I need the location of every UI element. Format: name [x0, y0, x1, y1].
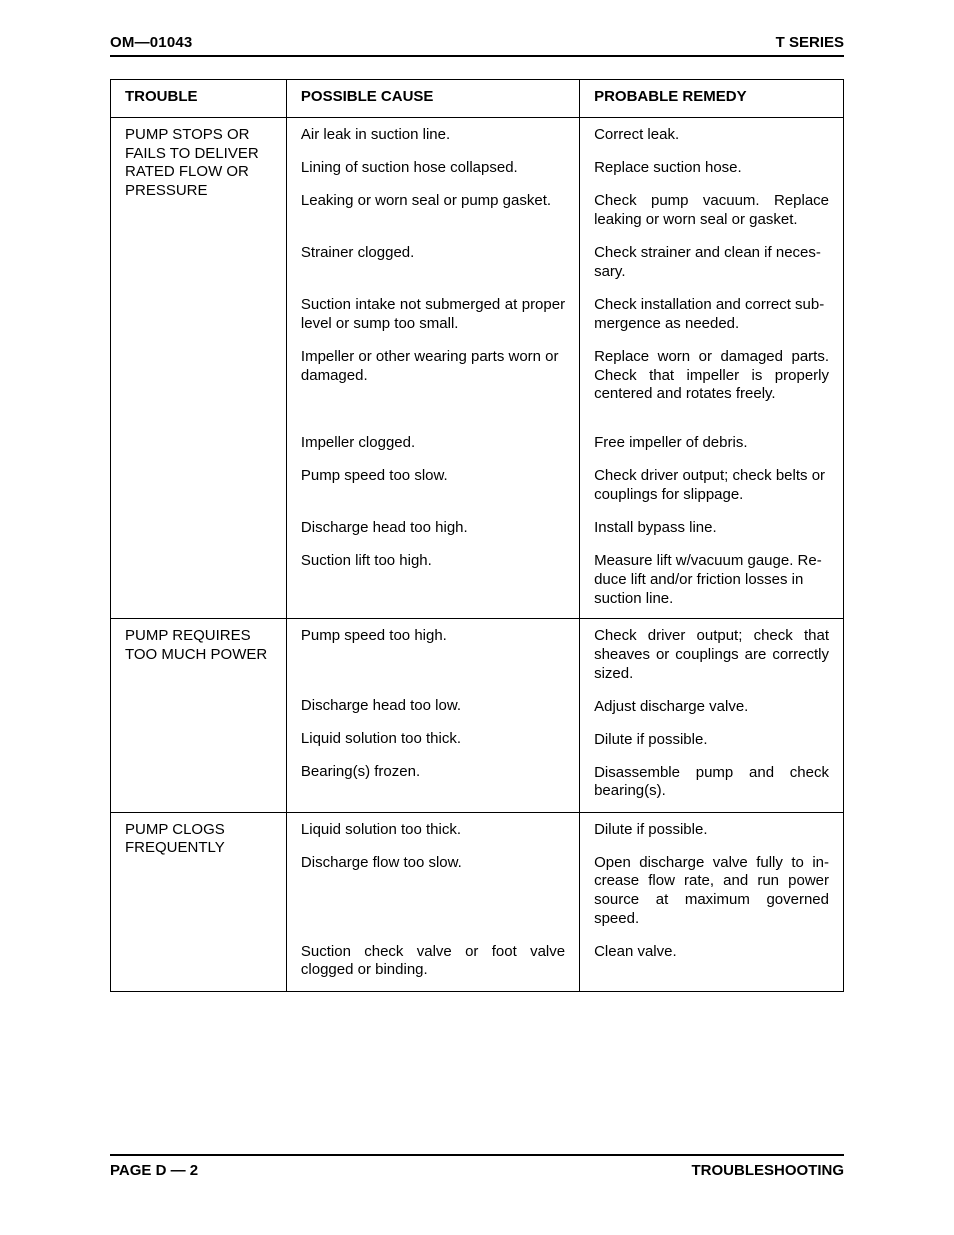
table-row: PUMP CLOGS FREQUENTLYLiquid solution too…	[111, 812, 844, 991]
cause-cell: Pump speed too high. Discharge head too l…	[286, 619, 579, 812]
remedy-text: Clean valve.	[594, 943, 829, 981]
cause-text: Strainer clogged.	[301, 244, 565, 282]
page: OM—01043 T SERIES TROUBLE POSSIBLE CAUSE…	[0, 0, 954, 992]
col-remedy-header: PROBABLE REMEDY	[580, 80, 844, 118]
trouble-cell: PUMP CLOGS FREQUENTLY	[111, 812, 287, 991]
remedy-text: Open discharge valve fully to in­crease …	[594, 854, 829, 929]
remedy-text: Check strainer and clean if neces­sary.	[594, 244, 829, 282]
cause-cell: Liquid solution too thick. Discharge flow…	[286, 812, 579, 991]
remedy-cell: Check driver output; check that sheaves …	[580, 619, 844, 812]
troubleshooting-table: TROUBLE POSSIBLE CAUSE PROBABLE REMEDY P…	[110, 79, 844, 992]
cause-text: Lining of suction hose collapsed.	[301, 159, 565, 178]
remedy-text: Check pump vacuum. Replace leaking or wo…	[594, 192, 829, 230]
cause-text: Impeller clogged.	[301, 434, 565, 453]
remedy-text: Replace suction hose.	[594, 159, 829, 178]
cause-text: Liquid solution too thick.	[301, 821, 565, 840]
remedy-text: Check driver output; check belts or coup…	[594, 467, 829, 505]
cause-text: Discharge head too low.	[301, 697, 565, 716]
trouble-cell: PUMP STOPS OR FAILS TO DELIVER RATED FLO…	[111, 117, 287, 619]
cause-text: Discharge head too high.	[301, 519, 565, 538]
cause-text: Air leak in suction line.	[301, 126, 565, 145]
remedy-text: Free impeller of debris.	[594, 434, 829, 453]
header-right: T SERIES	[776, 34, 844, 51]
trouble-cell: PUMP REQUIRES TOO MUCH POWER	[111, 619, 287, 812]
col-cause-header: POSSIBLE CAUSE	[286, 80, 579, 118]
cause-text: Bearing(s) frozen.	[301, 763, 565, 801]
table-body: PUMP STOPS OR FAILS TO DELIVER RATED FLO…	[111, 117, 844, 991]
remedy-text: Adjust discharge valve.	[594, 698, 829, 717]
page-header: OM—01043 T SERIES	[110, 34, 844, 57]
remedy-text: Disassemble pump and check bearing(s).	[594, 764, 829, 802]
footer-left: PAGE D — 2	[110, 1162, 198, 1179]
cause-text: Impeller or other wearing parts worn or …	[301, 348, 565, 404]
remedy-text: Check driver output; check that sheaves …	[594, 627, 829, 683]
cause-text: Suction lift too high.	[301, 552, 565, 608]
remedy-cell: Correct leak. Replace suction hose. Check …	[580, 117, 844, 619]
cause-text: Pump speed too high.	[301, 627, 565, 683]
remedy-cell: Dilute if possible. Open discharge valve …	[580, 812, 844, 991]
remedy-text: Check installation and correct sub­merge…	[594, 296, 829, 334]
remedy-text: Dilute if possible.	[594, 731, 829, 750]
remedy-text: Measure lift w/vacuum gauge. Re­duce lif…	[594, 552, 829, 608]
cause-text: Suction check valve or foot valve clogge…	[301, 943, 565, 981]
cause-text: Pump speed too slow.	[301, 467, 565, 505]
remedy-text: Install bypass line.	[594, 519, 829, 538]
remedy-text: Replace worn or damaged parts. Check tha…	[594, 348, 829, 404]
cause-text: Leaking or worn seal or pump gasket.	[301, 192, 565, 230]
cause-text: Liquid solution too thick.	[301, 730, 565, 749]
remedy-text: Correct leak.	[594, 126, 829, 145]
cause-text: Discharge flow too slow.	[301, 854, 565, 929]
remedy-text: Dilute if possible.	[594, 821, 829, 840]
page-footer: PAGE D — 2 TROUBLESHOOTING	[110, 1154, 844, 1179]
table-row: PUMP STOPS OR FAILS TO DELIVER RATED FLO…	[111, 117, 844, 619]
cause-text: Suction intake not submerged at proper l…	[301, 296, 565, 334]
col-trouble-header: TROUBLE	[111, 80, 287, 118]
table-header-row: TROUBLE POSSIBLE CAUSE PROBABLE REMEDY	[111, 80, 844, 118]
footer-right: TROUBLESHOOTING	[692, 1162, 845, 1179]
cause-cell: Air leak in suction line. Lining of sucti…	[286, 117, 579, 619]
header-left: OM—01043	[110, 34, 192, 51]
table-row: PUMP REQUIRES TOO MUCH POWERPump speed t…	[111, 619, 844, 812]
